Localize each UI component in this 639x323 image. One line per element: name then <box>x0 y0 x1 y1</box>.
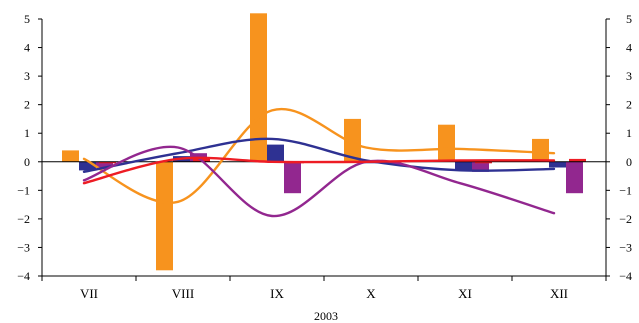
bar-series3-XII <box>566 161 583 194</box>
bar-series2-IX <box>267 144 284 162</box>
y-tick-label-right: 5 <box>626 12 632 26</box>
y-tick-label-left: 5 <box>24 12 30 26</box>
bar-series1-X <box>344 118 361 162</box>
line-series4 <box>82 156 556 185</box>
bar-series2-XI <box>455 161 472 171</box>
labels-layer: −4 −4 −3 −3 −2 −2 −1 −1 0 0 1 1 2 2 3 3 4 4 5 5 VII VIII IX X XI… <box>17 12 632 323</box>
y-tick-label-left: 1 <box>24 126 30 140</box>
y-tick-label-right: −1 <box>619 183 632 197</box>
bar-series3-VII <box>96 161 113 168</box>
y-tick-label-right: −2 <box>619 212 632 226</box>
lines-layer <box>82 107 556 218</box>
y-tick-label-right: −3 <box>619 240 632 254</box>
y-tick-label-left: 0 <box>24 155 30 169</box>
x-axis-title: 2003 <box>314 309 338 323</box>
x-category-label: VIII <box>172 286 194 301</box>
x-category-label: VII <box>80 286 98 301</box>
bar-series4-VII <box>99 161 116 164</box>
y-tick-label-left: −1 <box>17 183 30 197</box>
bar-series3-IX <box>284 161 301 194</box>
bar-series1-XII <box>532 138 549 162</box>
y-tick-label-left: −4 <box>17 269 30 283</box>
y-tick-label-right: 4 <box>626 41 632 55</box>
y-tick-label-right: 2 <box>626 98 632 112</box>
bar-series4-XII <box>569 158 586 162</box>
bar-series1-XI <box>438 124 455 162</box>
x-category-label: XII <box>550 286 568 301</box>
bar-series2-XII <box>549 161 566 168</box>
x-category-label: XI <box>458 286 472 301</box>
x-category-label: IX <box>270 286 284 301</box>
y-tick-label-right: 1 <box>626 126 632 140</box>
bar-series1-VII <box>62 150 79 162</box>
bar-series2-VII <box>79 161 96 171</box>
y-tick-label-left: 2 <box>24 98 30 112</box>
bar-series3-XI <box>472 161 489 172</box>
x-category-label: X <box>366 286 376 301</box>
y-tick-label-right: −4 <box>619 269 632 283</box>
line-series3 <box>82 145 556 218</box>
bar-series1-IX <box>250 13 267 162</box>
line-series2 <box>82 137 556 173</box>
y-tick-label-left: −2 <box>17 212 30 226</box>
y-tick-label-right: 0 <box>626 155 632 169</box>
bar-series4-XI <box>475 161 492 164</box>
y-tick-label-right: 3 <box>626 69 632 83</box>
bars-layer <box>62 13 586 271</box>
y-tick-label-left: 3 <box>24 69 30 83</box>
bar-series1-VIII <box>156 161 173 271</box>
y-tick-label-left: −3 <box>17 240 30 254</box>
y-tick-label-left: 4 <box>24 41 30 55</box>
line-series1 <box>82 107 556 204</box>
